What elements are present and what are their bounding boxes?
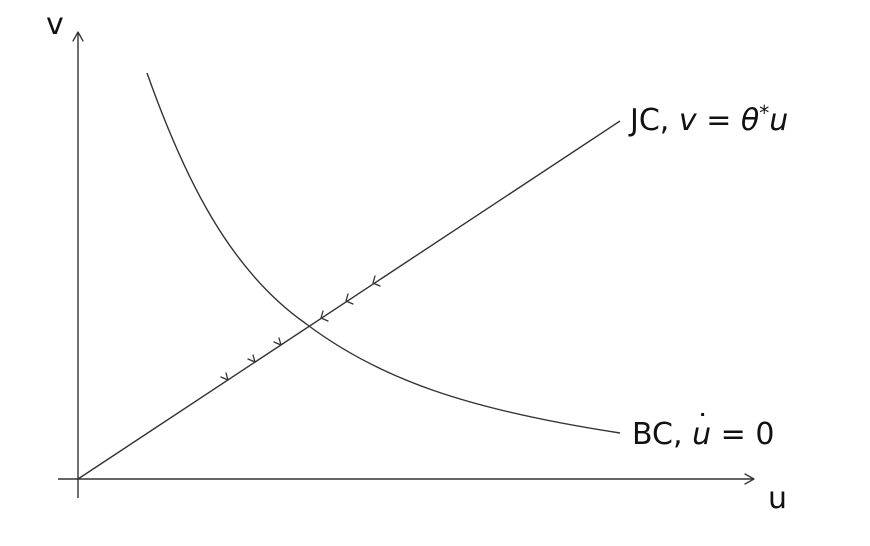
- jc-eq-var: u: [769, 103, 789, 138]
- bc-eq-rel: =: [720, 417, 746, 452]
- flow-arrow-icon: [220, 372, 229, 381]
- jc-name: JC: [630, 103, 660, 138]
- y-axis-arrow-icon: [72, 31, 84, 42]
- flow-arrow-icon: [247, 354, 256, 363]
- bc-eq-rhs: 0: [755, 417, 775, 452]
- jc-label: JC, v = θ*u: [630, 101, 789, 138]
- flow-arrow-icon: [320, 310, 329, 322]
- x-axis-arrow-icon: [744, 473, 755, 485]
- flow-arrow-icon: [345, 293, 354, 305]
- jc-eq-coef: θ: [740, 103, 760, 138]
- flow-arrow-icon: [273, 337, 282, 346]
- bc-eq-lhs: u: [692, 412, 711, 450]
- jc-eq-star: *: [759, 101, 770, 125]
- jc-eq-lhs: v: [678, 103, 697, 138]
- jc-eq-rel: =: [706, 103, 732, 138]
- y-axis-label: v: [46, 7, 64, 42]
- bc-label: BC, u = 0: [632, 412, 775, 452]
- flow-arrow-icon: [372, 275, 381, 287]
- bc-curve: [146, 72, 621, 434]
- bc-name: BC: [632, 417, 674, 452]
- jc-line: [77, 120, 621, 480]
- x-axis-label: u: [768, 481, 788, 516]
